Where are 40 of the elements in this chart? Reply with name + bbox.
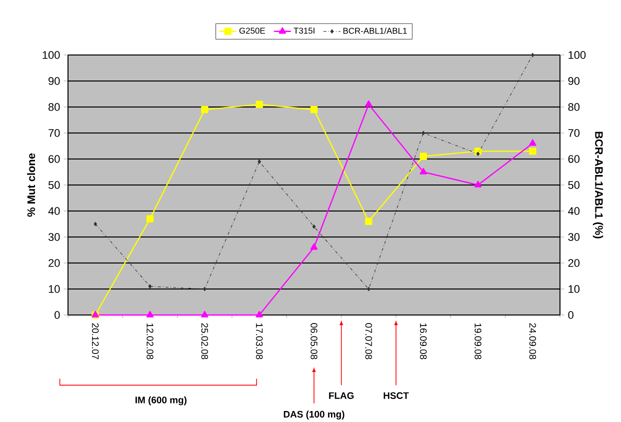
y-tick-label: 60 [48,155,60,163]
y2-tick-label: 60 [568,155,580,163]
y2-tick-label: 40 [568,207,580,215]
y2-tick-label: 50 [568,181,580,189]
y2-tick-label: 0 [568,311,574,319]
y2-tick-label: 30 [568,233,580,241]
y-tick-label: 80 [48,103,60,111]
x-tick-label: 20.12.07 [92,323,99,360]
y2-tick-label: 20 [568,259,580,267]
x-tick-label: 12.02.08 [146,323,154,360]
legend-label: BCR-ABL1/ABL1 [343,28,407,34]
y-axis-title: % Mut clone [27,153,36,217]
x-tick-label: 19.09.08 [474,323,482,360]
y-tick-label: 100 [42,51,60,59]
text: DAS (100 mg) [284,410,344,420]
x-tick-label: 07.07.08 [365,323,372,360]
y2-tick-label: 100 [568,51,586,59]
y-tick-label: 40 [48,207,60,215]
x-tick-label: 24.09.08 [529,323,536,360]
y2-tick-label: 80 [568,103,580,111]
text: IM (600 mg) [136,396,186,406]
text: FLAG [329,392,354,399]
y2-axis-title: BCR-ABL1/ABL1 (%) [592,132,604,238]
x-tick-label: 25.02.08 [201,323,208,360]
y2-tick-label: 10 [568,285,580,293]
text: HSCT [384,392,409,399]
y-tick-label: 70 [48,129,60,137]
y-tick-label: 30 [48,233,60,241]
y2-tick-label: 90 [568,77,580,85]
y-tick-label: 0 [54,311,60,319]
y-tick-label: 20 [48,259,60,267]
y-tick-label: 50 [48,181,60,189]
legend-label: T315I [294,28,314,34]
x-tick-label: 06.05.08 [310,323,318,360]
y2-tick-label: 70 [568,129,580,137]
x-tick-label: 17.03.08 [256,323,263,360]
y-tick-label: 10 [48,285,60,293]
x-tick-label: 16.09.08 [420,323,427,360]
legend-label: G250E [239,28,265,34]
y-tick-label: 90 [48,77,60,85]
